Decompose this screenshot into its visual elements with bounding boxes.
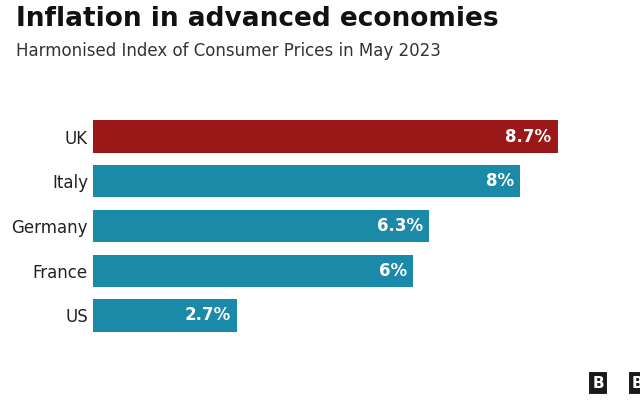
Text: 8.7%: 8.7% xyxy=(505,128,551,146)
Text: Inflation in advanced economies: Inflation in advanced economies xyxy=(16,6,499,32)
Text: Source: Eurostat, Office for National Statistics, Federal Reserve Bank: Source: Eurostat, Office for National St… xyxy=(10,376,570,390)
Bar xyxy=(93,299,237,332)
Bar xyxy=(93,165,520,197)
Bar xyxy=(93,210,429,242)
Text: Harmonised Index of Consumer Prices in May 2023: Harmonised Index of Consumer Prices in M… xyxy=(16,42,441,60)
Text: 6%: 6% xyxy=(379,262,407,280)
Text: 8%: 8% xyxy=(486,172,514,190)
Bar xyxy=(93,120,557,153)
Text: B: B xyxy=(632,376,640,390)
Text: 2.7%: 2.7% xyxy=(184,306,230,324)
Bar xyxy=(93,255,413,287)
Text: 6.3%: 6.3% xyxy=(377,217,423,235)
Text: B: B xyxy=(593,376,604,390)
